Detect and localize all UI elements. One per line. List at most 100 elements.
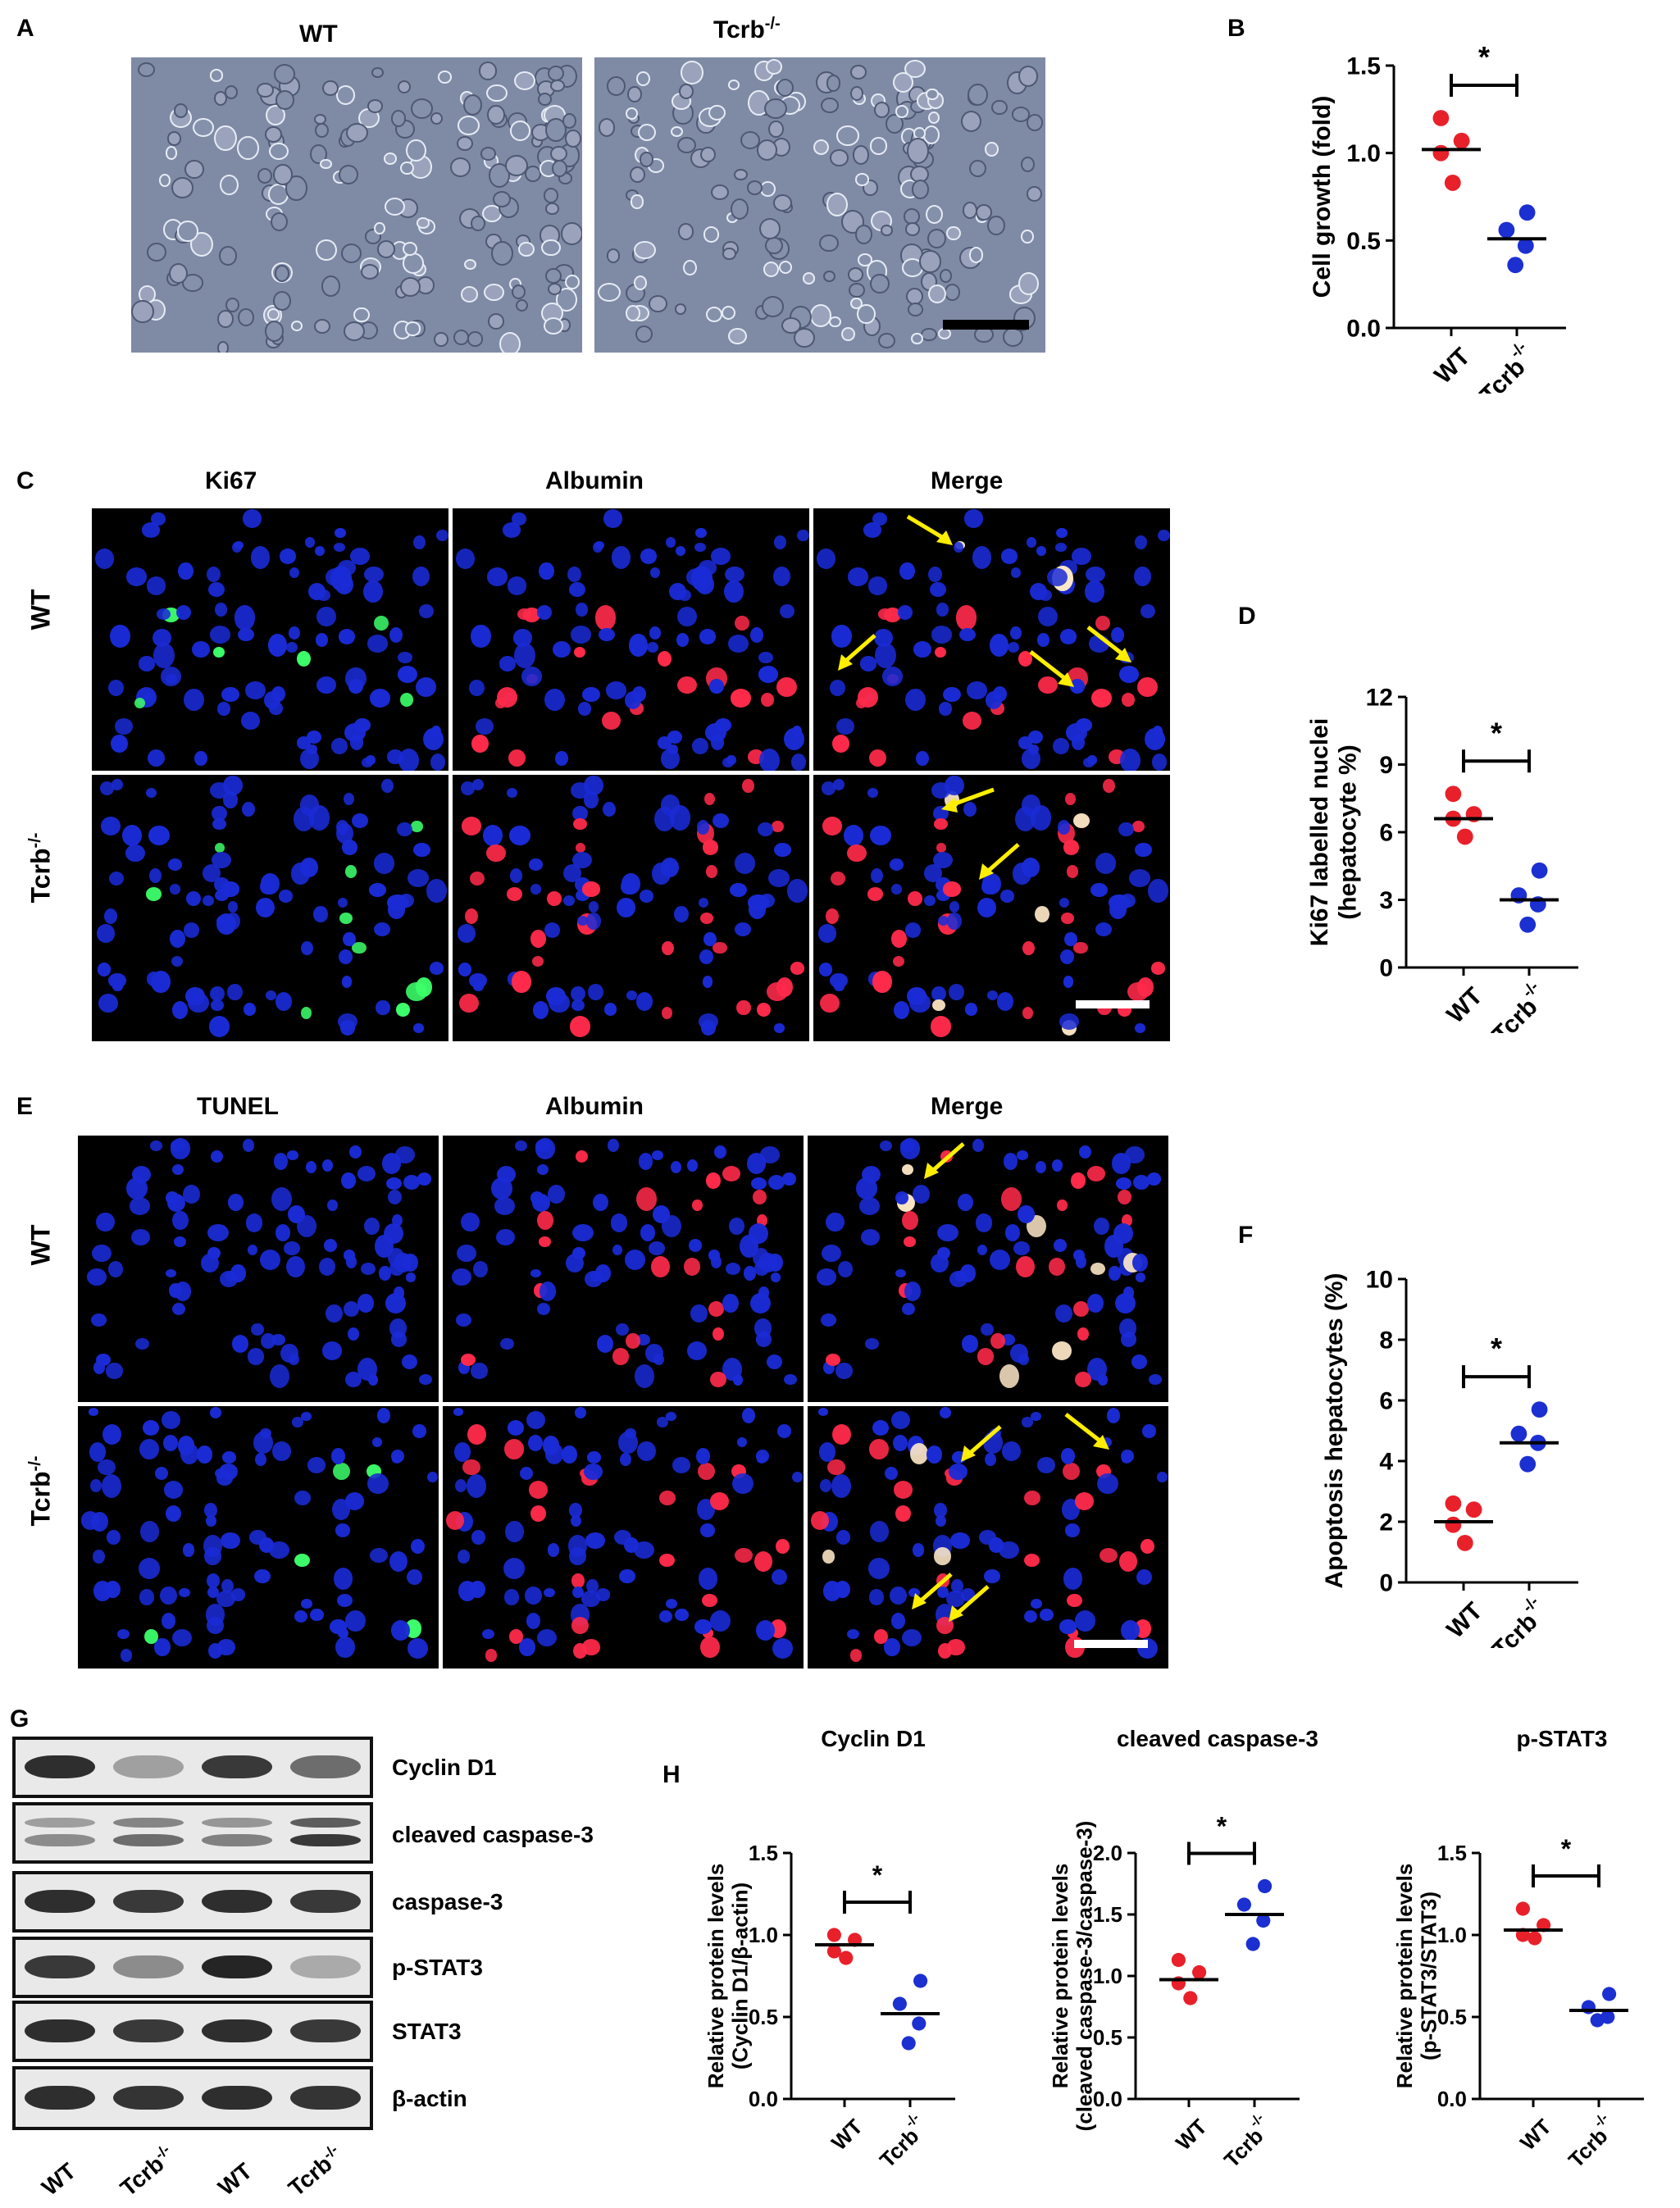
cell — [619, 1452, 631, 1467]
cell — [1036, 1457, 1056, 1474]
y-tick-label: 1.0 — [1093, 1964, 1122, 1988]
cell — [686, 1159, 699, 1172]
cell — [942, 881, 962, 897]
x-tick-label-sup: -/- — [902, 2110, 922, 2130]
cell — [1038, 676, 1059, 694]
cell — [749, 1292, 772, 1313]
data-point — [1531, 862, 1548, 879]
cell — [214, 125, 237, 151]
cell — [126, 567, 148, 586]
cell — [394, 1146, 416, 1164]
cell — [734, 1547, 753, 1563]
cell — [730, 198, 749, 221]
data-point — [1445, 1516, 1462, 1533]
cell — [231, 541, 242, 553]
blot-band — [201, 1889, 273, 1913]
cell — [345, 122, 368, 143]
cell — [658, 1609, 672, 1623]
cell — [552, 159, 568, 177]
cell — [536, 1628, 557, 1646]
cell — [179, 1587, 191, 1598]
cell — [212, 647, 225, 658]
cell — [698, 1463, 715, 1481]
cell — [400, 277, 421, 297]
data-point — [892, 1996, 907, 2011]
cell — [1075, 1491, 1095, 1510]
cell — [536, 1163, 549, 1176]
cell — [837, 1260, 853, 1277]
cell — [746, 180, 763, 196]
y-axis-label: (Cyclin D1/β-actin) — [728, 1882, 753, 2069]
cell — [273, 291, 291, 311]
cell — [322, 1341, 343, 1360]
cell — [935, 1515, 946, 1527]
cell — [659, 1553, 675, 1568]
cell — [341, 976, 353, 989]
cell — [461, 1213, 480, 1232]
cell — [849, 86, 863, 101]
cell — [773, 535, 786, 550]
cell — [772, 193, 793, 212]
cell — [430, 112, 444, 125]
cell — [764, 98, 788, 120]
cell — [162, 1411, 180, 1430]
cell — [909, 1443, 929, 1464]
cell — [251, 1323, 264, 1336]
arrow-icon — [941, 787, 995, 813]
cell — [1070, 679, 1086, 694]
cell — [722, 757, 734, 768]
cell — [781, 317, 801, 335]
y-tick-label: 2.0 — [1093, 1841, 1122, 1865]
cell — [314, 545, 326, 557]
cell — [698, 897, 709, 908]
cell — [426, 879, 447, 904]
cell — [245, 681, 266, 699]
cell — [344, 1300, 360, 1317]
cell — [169, 263, 189, 285]
cell — [296, 736, 312, 750]
cell — [819, 963, 833, 977]
cell — [634, 1541, 655, 1559]
cell — [544, 1443, 564, 1464]
cell — [224, 85, 238, 99]
cell — [543, 317, 564, 335]
cell — [1021, 794, 1040, 816]
panel-c-header-albumin: Albumin — [545, 467, 644, 494]
cell — [264, 320, 285, 342]
cell — [892, 72, 913, 93]
cell — [872, 512, 887, 526]
y-tick-label: 0.0 — [1093, 2087, 1122, 2111]
cell — [726, 1262, 741, 1275]
arrow-icon — [961, 1425, 1002, 1462]
cell — [338, 164, 359, 184]
cell — [228, 1193, 244, 1212]
cell — [398, 666, 418, 683]
cell — [371, 67, 384, 78]
cell — [227, 983, 243, 1001]
cell — [458, 1581, 477, 1601]
cell — [734, 615, 749, 631]
cell — [338, 628, 356, 644]
cell — [171, 956, 184, 967]
arrow-icon — [912, 1573, 953, 1609]
cell — [699, 1636, 720, 1659]
cell — [142, 522, 161, 538]
cell — [290, 321, 303, 332]
cell — [212, 817, 226, 830]
cell — [700, 146, 717, 162]
blot-band — [289, 1817, 362, 1828]
cell — [665, 1412, 676, 1421]
cell — [776, 79, 794, 98]
cell — [989, 1537, 1004, 1554]
x-tick-label-group: WT — [1441, 1597, 1487, 1643]
merge-image-wt-e — [808, 1136, 1168, 1402]
cell — [1135, 842, 1152, 857]
cell — [967, 681, 987, 699]
cell — [835, 125, 859, 146]
cell — [271, 1187, 292, 1212]
cell — [260, 1427, 272, 1438]
y-tick-label: 1.5 — [749, 1841, 778, 1865]
cell — [297, 650, 312, 667]
cell — [219, 1464, 238, 1481]
cell — [826, 75, 841, 92]
